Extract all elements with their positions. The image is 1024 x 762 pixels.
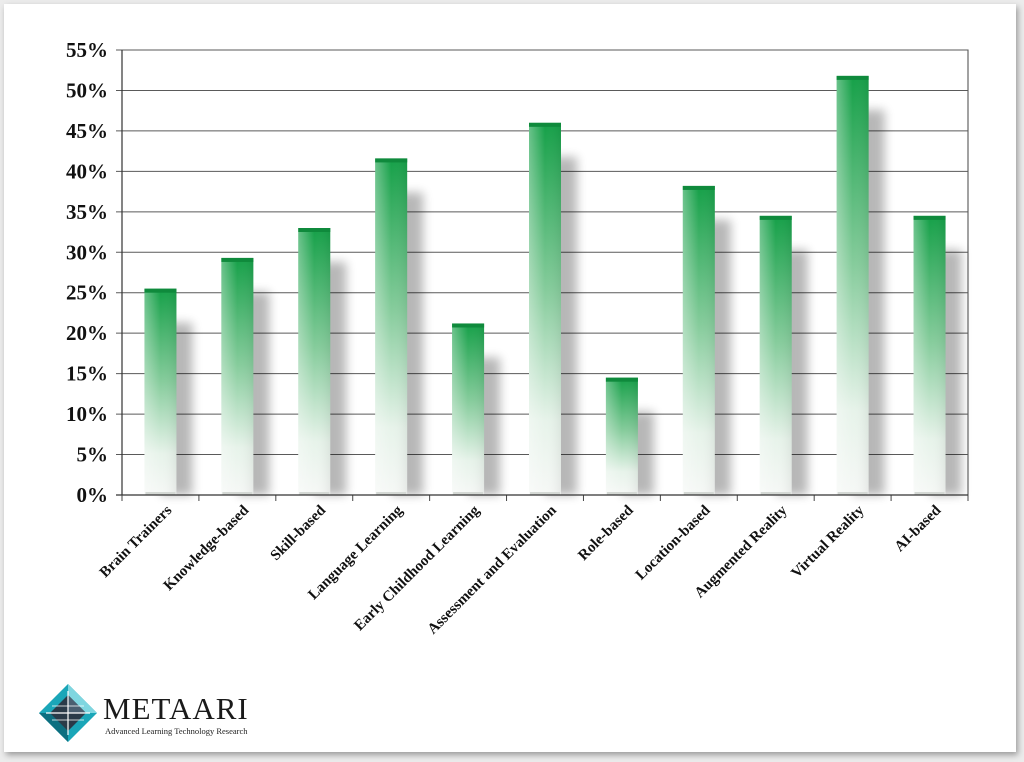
y-tick-label: 50% <box>66 78 108 102</box>
axis-layer <box>116 50 969 501</box>
bar-highlight <box>605 377 638 495</box>
bar-cap <box>221 257 254 262</box>
bar-base <box>606 492 637 495</box>
bar-cap <box>298 228 331 232</box>
bar-highlight <box>836 75 869 496</box>
bar-base <box>837 492 868 495</box>
bar-highlight <box>144 288 177 495</box>
bar-cap <box>682 185 715 190</box>
x-tick-label: Role-based <box>575 502 637 564</box>
bar-cap <box>759 215 792 220</box>
x-tick-label: Brain Trainers <box>97 502 176 581</box>
bar-cap <box>605 377 638 382</box>
x-tick-label: Early Childhood Learning <box>351 502 483 634</box>
bar-base <box>376 492 407 495</box>
y-axis-ticks: 0% 5% 10% 15% 20% 25% 30% 35% 40% 45% 50% 55% <box>66 38 108 507</box>
bar-highlight <box>375 158 408 495</box>
x-tick-label: Virtual Reality <box>788 502 867 581</box>
y-tick-label: 15% <box>66 362 108 386</box>
logo-name: METAARI <box>103 691 249 726</box>
bar-base <box>914 492 945 495</box>
bar-cap <box>836 75 869 80</box>
bar-cap <box>452 323 485 328</box>
y-tick-label: 35% <box>66 200 108 224</box>
bar-cap <box>913 215 946 220</box>
bar-base <box>530 492 560 495</box>
bar-base <box>299 492 330 495</box>
y-tick-label: 0% <box>77 483 109 507</box>
bar-highlight <box>529 122 561 496</box>
logo-tagline: Advanced Learning Technology Research <box>105 726 248 736</box>
x-tick-label: Skill-based <box>268 502 330 564</box>
bar-base <box>683 492 714 495</box>
y-tick-label: 55% <box>66 38 108 62</box>
bar-layer <box>144 75 946 496</box>
bar-highlight <box>682 185 715 495</box>
y-tick-label: 30% <box>66 240 108 264</box>
x-tick-label: AI-based <box>892 502 945 555</box>
bar-base <box>222 492 253 495</box>
bar-base <box>760 492 791 495</box>
bar-base <box>145 492 176 495</box>
metaari-logo: METAARI Advanced Learning Technology Res… <box>39 684 249 742</box>
bar-highlight <box>221 257 254 495</box>
y-tick-label: 25% <box>66 281 108 305</box>
bar-cap <box>375 158 408 163</box>
bar-cap <box>529 122 561 127</box>
bar-base <box>453 492 484 495</box>
bar-highlight <box>298 228 331 495</box>
x-tick-label: Knowledge-based <box>161 502 253 594</box>
bar-highlight <box>452 323 485 495</box>
y-tick-label: 40% <box>66 159 108 183</box>
x-tick-label: Assessment and Evaluation <box>425 502 561 638</box>
y-tick-label: 10% <box>66 402 108 426</box>
y-tick-label: 45% <box>66 119 108 143</box>
y-tick-label: 5% <box>77 443 109 467</box>
bar-highlight <box>759 215 792 495</box>
bar-highlight <box>913 215 946 495</box>
x-tick-label: Location-based <box>633 502 714 583</box>
y-tick-label: 20% <box>66 321 108 345</box>
metaari-logo-icon <box>39 684 97 742</box>
bar-cap <box>144 288 177 293</box>
